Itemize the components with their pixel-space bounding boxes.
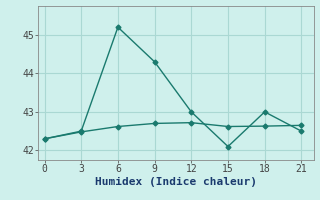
- X-axis label: Humidex (Indice chaleur): Humidex (Indice chaleur): [95, 177, 257, 187]
